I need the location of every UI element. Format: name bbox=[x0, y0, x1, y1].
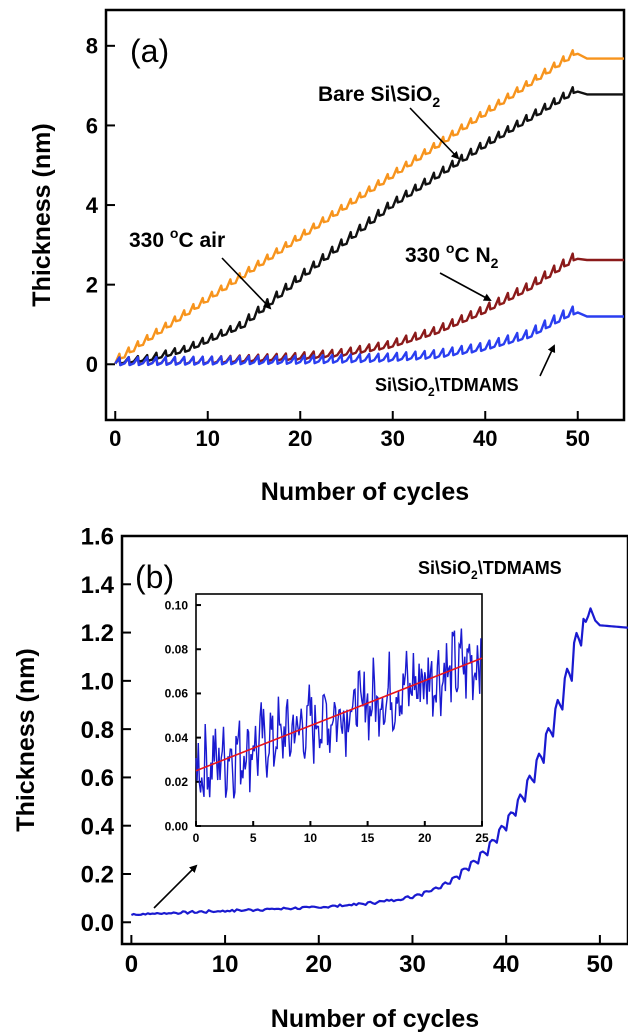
y-tick-label: 6 bbox=[86, 113, 98, 138]
y-tick-label: 2 bbox=[86, 273, 98, 298]
series-line-a-0 bbox=[114, 49, 624, 364]
plot-frame-b bbox=[120, 534, 628, 946]
y-tick-label: 0 bbox=[86, 352, 98, 377]
y-tick-label: 0.6 bbox=[81, 765, 114, 792]
x-tick-label: 40 bbox=[493, 951, 520, 978]
x-tick-label: 20 bbox=[288, 426, 312, 451]
y-tick-label: 1.6 bbox=[81, 524, 114, 551]
inset-fit-line bbox=[195, 657, 483, 772]
x-axis-label-a: Number of cycles bbox=[261, 478, 469, 506]
arrow-inset bbox=[153, 864, 198, 909]
inset-series-line bbox=[195, 628, 482, 799]
y-tick-label: 0.8 bbox=[81, 717, 114, 744]
x-tick-label: 5 bbox=[250, 831, 257, 845]
x-tick-label: 30 bbox=[381, 426, 405, 451]
x-tick-label: 10 bbox=[212, 951, 239, 978]
y-tick-label: 8 bbox=[86, 34, 98, 59]
x-tick-label: 15 bbox=[361, 831, 375, 845]
annotation-air: 330 oC air bbox=[129, 225, 225, 252]
y-tick-label: 0.0 bbox=[81, 910, 114, 937]
y-tick-label: 1.4 bbox=[81, 572, 115, 599]
y-tick-label: 0.10 bbox=[165, 598, 189, 612]
y-axis-label-a: Thickness (nm) bbox=[28, 123, 56, 306]
inset-axis-ticks: 0 5 10 15 20 25 0.00 0.02 0.04 0.06 0.08 0.10 bbox=[165, 598, 489, 845]
series-group-b bbox=[130, 607, 628, 917]
y-tick-label: 0.2 bbox=[81, 862, 114, 889]
x-tick-label: 20 bbox=[418, 831, 432, 845]
panel-label-b: (b) bbox=[135, 559, 174, 595]
y-tick-label: 4 bbox=[86, 193, 99, 218]
plot-frame-a bbox=[104, 8, 626, 422]
x-tick-label: 0 bbox=[125, 951, 138, 978]
x-tick-label: 50 bbox=[566, 426, 590, 451]
panel-a: 0 10 20 30 40 50 0 2 4 6 8 (a) Thickness (nm) Numb… bbox=[28, 8, 626, 506]
x-tick-label: 40 bbox=[473, 426, 497, 451]
inset-series-group bbox=[195, 628, 483, 799]
y-tick-label: 0.04 bbox=[165, 731, 189, 745]
annotation-tdmams: Si\SiO2\TDMAMS bbox=[375, 375, 519, 399]
x-tick-label: 10 bbox=[304, 831, 318, 845]
inset: 0 5 10 15 20 25 0.00 0.02 0.04 0.06 0.08 0.10 bbox=[165, 593, 489, 845]
x-tick-label: 10 bbox=[196, 426, 220, 451]
x-tick-label: 0 bbox=[109, 426, 121, 451]
y-tick-label: 0.02 bbox=[165, 775, 189, 789]
y-tick-label: 0.00 bbox=[165, 819, 189, 833]
axis-ticks-a: 0 10 20 30 40 50 0 2 4 6 8 bbox=[86, 34, 590, 451]
axis-ticks-b: 0 10 20 30 40 500.00.20.40.60.81.01.21.41.6 bbox=[81, 524, 614, 978]
series-group-a bbox=[114, 49, 624, 367]
x-tick-label: 50 bbox=[587, 951, 614, 978]
panel-b: 0 10 20 30 40 500.00.20.40.60.81.01.21.41.6 (… bbox=[12, 524, 628, 1033]
series-line-a-3 bbox=[114, 305, 624, 367]
series-label-b: Si\SiO2\TDMAMS bbox=[418, 558, 562, 582]
arrow-tdmams bbox=[539, 344, 556, 377]
series-line-b bbox=[130, 607, 628, 917]
x-tick-label: 25 bbox=[475, 831, 489, 845]
y-axis-label-b: Thickness (nm) bbox=[12, 648, 40, 831]
y-tick-label: 1.2 bbox=[81, 620, 114, 647]
x-tick-label: 20 bbox=[305, 951, 332, 978]
x-axis-label-b: Number of cycles bbox=[271, 1005, 479, 1033]
series-line-a-1 bbox=[114, 86, 624, 365]
x-tick-label: 30 bbox=[399, 951, 426, 978]
arrow-bare bbox=[409, 107, 460, 160]
x-tick-label: 0 bbox=[193, 831, 200, 845]
panel-label-a: (a) bbox=[130, 33, 169, 69]
y-tick-label: 0.4 bbox=[81, 813, 115, 840]
annotation-n2: 330 oC N2 bbox=[405, 240, 499, 271]
y-tick-label: 1.0 bbox=[81, 668, 114, 695]
y-tick-label: 0.08 bbox=[165, 643, 189, 657]
arrow-n2 bbox=[439, 272, 492, 301]
annotation-bare: Bare Si\SiO2 bbox=[318, 83, 440, 110]
y-tick-label: 0.06 bbox=[165, 687, 189, 701]
arrow-air bbox=[221, 257, 272, 310]
